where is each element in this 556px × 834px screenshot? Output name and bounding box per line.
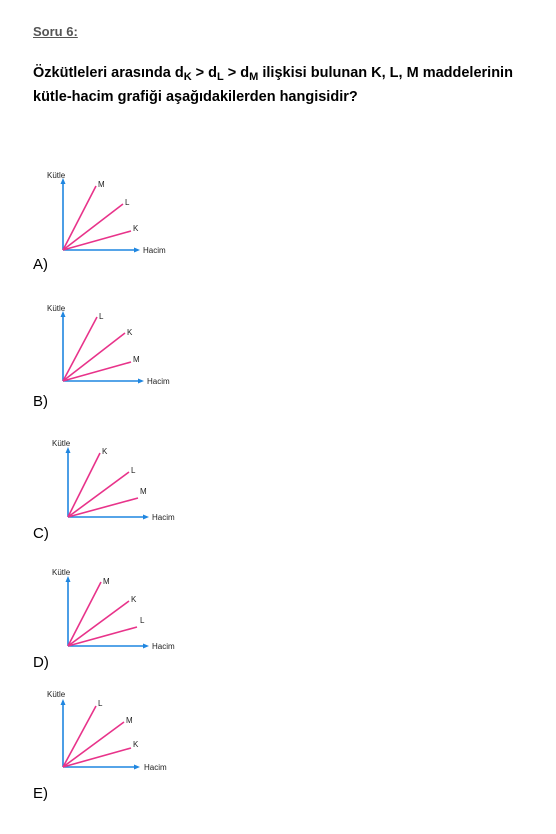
line-label: M [103, 577, 110, 586]
x-axis-label: Hacim [152, 642, 175, 650]
line-label: M [133, 355, 140, 364]
x-axis-arrow-icon [134, 247, 140, 253]
line-label: K [133, 740, 139, 749]
line-label: L [99, 312, 104, 321]
graph-line [67, 626, 138, 647]
graph-line [67, 471, 130, 518]
option-d-graph: Kütle Hacim M K L [52, 568, 175, 650]
line-label: K [131, 595, 137, 604]
question-text: Özkütleleri arasında dK > dL > dM ilişki… [33, 65, 513, 105]
option-a-label[interactable]: A) [33, 256, 48, 273]
option-d-label[interactable]: D) [33, 654, 49, 671]
x-axis-label: Hacim [152, 513, 175, 521]
graph-line [62, 361, 132, 382]
y-axis-arrow-icon [65, 447, 71, 453]
x-axis-arrow-icon [143, 514, 149, 520]
y-axis-label: Kütle [47, 171, 66, 180]
line-label: K [102, 447, 108, 456]
option-a-graph: Kütle Hacim M L K [47, 171, 166, 255]
y-axis-label: Kütle [47, 304, 66, 313]
graph-line [62, 705, 97, 768]
question-title: Soru 6: [33, 24, 78, 39]
option-e-graph: Kütle Hacim L M K [47, 690, 167, 770]
graph-line [62, 332, 126, 382]
line-label: M [140, 487, 147, 496]
x-axis-label: Hacim [147, 377, 170, 386]
graph-line [62, 230, 132, 251]
x-axis-arrow-icon [143, 643, 149, 649]
line-label: L [98, 699, 103, 708]
x-axis-arrow-icon [138, 378, 144, 384]
x-axis-label: Hacim [144, 763, 167, 770]
x-axis-arrow-icon [134, 764, 140, 770]
option-e-label[interactable]: E) [33, 785, 48, 802]
option-b-label[interactable]: B) [33, 393, 48, 410]
y-axis-label: Kütle [52, 568, 71, 577]
option-b-graph: Kütle Hacim L K M [47, 304, 170, 386]
line-label: K [127, 328, 133, 337]
graph-line [67, 497, 139, 518]
line-label: L [125, 198, 130, 207]
graph-line [62, 721, 125, 768]
y-axis-arrow-icon [65, 576, 71, 582]
line-label: L [131, 466, 136, 475]
x-axis-label: Hacim [143, 246, 166, 255]
graph-line [62, 747, 132, 768]
graph-line [62, 316, 98, 382]
graph-line [62, 185, 97, 251]
option-c-graph: Kütle Hacim K L M [52, 439, 175, 521]
line-label: M [98, 180, 105, 189]
option-c-label[interactable]: C) [33, 525, 49, 542]
graph-line [67, 452, 101, 518]
y-axis-arrow-icon [60, 311, 66, 317]
graph-line [67, 600, 130, 647]
line-label: M [126, 716, 133, 725]
y-axis-arrow-icon [60, 699, 66, 705]
line-label: K [133, 224, 139, 233]
y-axis-arrow-icon [60, 178, 66, 184]
graph-line [62, 203, 124, 251]
y-axis-label: Kütle [47, 690, 66, 699]
graph-line [67, 581, 102, 647]
y-axis-label: Kütle [52, 439, 71, 448]
line-label: L [140, 616, 145, 625]
